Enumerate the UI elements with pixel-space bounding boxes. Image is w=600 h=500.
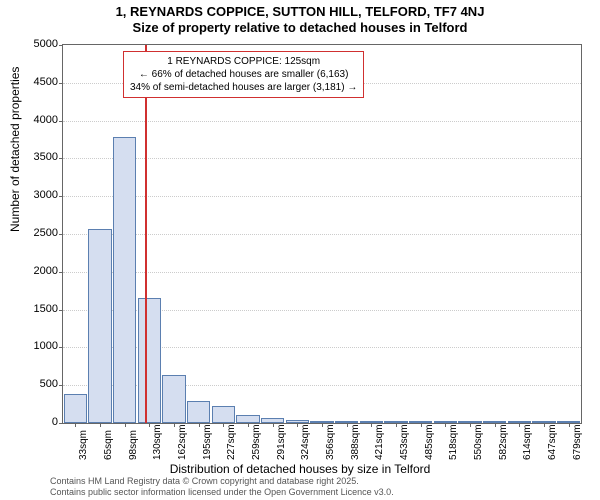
- xtick-mark: [174, 423, 175, 427]
- footer-attribution: Contains HM Land Registry data © Crown c…: [50, 476, 394, 498]
- xtick-label: 162sqm: [177, 424, 188, 460]
- xtick-label: 33sqm: [78, 430, 89, 460]
- xtick-mark: [273, 423, 274, 427]
- footer-line2: Contains public sector information licen…: [50, 487, 394, 498]
- ytick-label: 2500: [8, 227, 58, 239]
- xtick-mark: [297, 423, 298, 427]
- xtick-label: 130sqm: [152, 424, 163, 460]
- xtick-mark: [100, 423, 101, 427]
- xtick-mark: [248, 423, 249, 427]
- xtick-mark: [495, 423, 496, 427]
- xtick-label: 388sqm: [350, 424, 361, 460]
- gridline: [63, 196, 581, 197]
- xtick-label: 485sqm: [424, 424, 435, 460]
- annotation-box: 1 REYNARDS COPPICE: 125sqm← 66% of detac…: [123, 51, 364, 98]
- chart-title-line2: Size of property relative to detached ho…: [0, 20, 600, 35]
- xtick-label: 195sqm: [202, 424, 213, 460]
- xtick-mark: [421, 423, 422, 427]
- ytick-mark: [59, 121, 63, 122]
- gridline: [63, 234, 581, 235]
- xtick-label: 324sqm: [300, 424, 311, 460]
- ytick-label: 4500: [8, 76, 58, 88]
- xtick-mark: [125, 423, 126, 427]
- xtick-mark: [470, 423, 471, 427]
- xtick-mark: [396, 423, 397, 427]
- xtick-mark: [149, 423, 150, 427]
- xtick-mark: [322, 423, 323, 427]
- histogram-bar: [88, 229, 111, 423]
- annotation-line2: ← 66% of detached houses are smaller (6,…: [130, 68, 357, 81]
- ytick-label: 0: [8, 416, 58, 428]
- ytick-label: 3500: [8, 151, 58, 163]
- ytick-mark: [59, 272, 63, 273]
- xtick-mark: [544, 423, 545, 427]
- xtick-label: 65sqm: [103, 430, 114, 460]
- ytick-label: 4000: [8, 114, 58, 126]
- ytick-mark: [59, 385, 63, 386]
- xtick-label: 550sqm: [473, 424, 484, 460]
- xtick-label: 582sqm: [498, 424, 509, 460]
- ytick-label: 1000: [8, 340, 58, 352]
- footer-line1: Contains HM Land Registry data © Crown c…: [50, 476, 394, 487]
- gridline: [63, 158, 581, 159]
- annotation-line3: 34% of semi-detached houses are larger (…: [130, 81, 357, 94]
- xtick-label: 291sqm: [276, 424, 287, 460]
- gridline: [63, 272, 581, 273]
- xtick-mark: [445, 423, 446, 427]
- highlight-line: [145, 45, 147, 423]
- xtick-mark: [519, 423, 520, 427]
- xtick-label: 679sqm: [572, 424, 583, 460]
- xtick-label: 614sqm: [522, 424, 533, 460]
- histogram-bar: [187, 401, 210, 423]
- xtick-label: 647sqm: [547, 424, 558, 460]
- histogram-bar: [113, 137, 136, 423]
- ytick-label: 3000: [8, 189, 58, 201]
- xtick-label: 227sqm: [226, 424, 237, 460]
- histogram-bar: [236, 415, 259, 423]
- xtick-mark: [347, 423, 348, 427]
- xtick-mark: [223, 423, 224, 427]
- histogram-bar: [162, 375, 185, 423]
- chart-title-line1: 1, REYNARDS COPPICE, SUTTON HILL, TELFOR…: [0, 4, 600, 19]
- xtick-mark: [371, 423, 372, 427]
- xtick-label: 518sqm: [448, 424, 459, 460]
- ytick-label: 5000: [8, 38, 58, 50]
- x-axis-label: Distribution of detached houses by size …: [0, 462, 600, 476]
- ytick-label: 1500: [8, 303, 58, 315]
- xtick-label: 356sqm: [325, 424, 336, 460]
- ytick-mark: [59, 423, 63, 424]
- xtick-mark: [569, 423, 570, 427]
- chart-container: 1, REYNARDS COPPICE, SUTTON HILL, TELFOR…: [0, 0, 600, 500]
- plot-area: 1 REYNARDS COPPICE: 125sqm← 66% of detac…: [62, 44, 582, 424]
- ytick-mark: [59, 45, 63, 46]
- annotation-line1: 1 REYNARDS COPPICE: 125sqm: [130, 55, 357, 68]
- ytick-label: 500: [8, 378, 58, 390]
- ytick-mark: [59, 234, 63, 235]
- ytick-mark: [59, 158, 63, 159]
- histogram-bar: [64, 394, 87, 423]
- gridline: [63, 121, 581, 122]
- ytick-mark: [59, 347, 63, 348]
- ytick-mark: [59, 196, 63, 197]
- ytick-mark: [59, 83, 63, 84]
- histogram-bar: [138, 298, 161, 423]
- ytick-label: 2000: [8, 265, 58, 277]
- xtick-label: 98sqm: [128, 430, 139, 460]
- ytick-mark: [59, 310, 63, 311]
- histogram-bar: [212, 406, 235, 423]
- xtick-label: 453sqm: [399, 424, 410, 460]
- xtick-label: 421sqm: [374, 424, 385, 460]
- xtick-mark: [199, 423, 200, 427]
- xtick-label: 259sqm: [251, 424, 262, 460]
- xtick-mark: [75, 423, 76, 427]
- y-axis-label: Number of detached properties: [8, 67, 22, 232]
